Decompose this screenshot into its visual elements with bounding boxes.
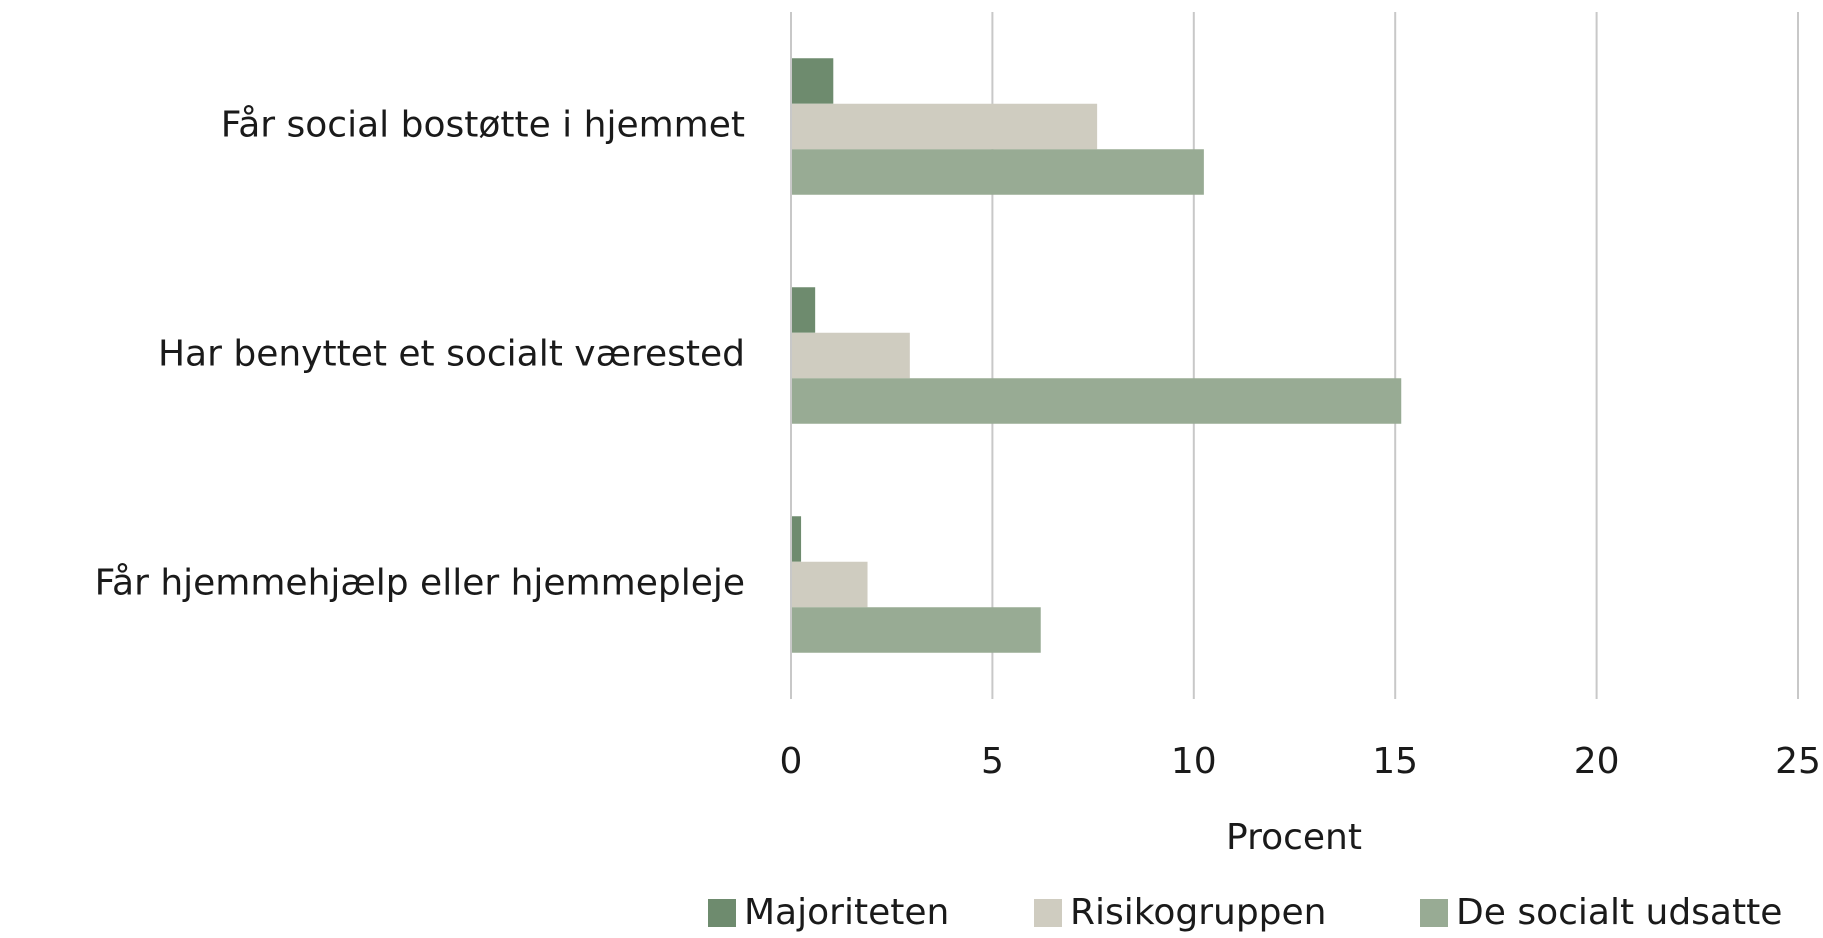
legend-swatch <box>1034 899 1062 927</box>
bar <box>791 516 802 562</box>
bar <box>791 607 1041 653</box>
x-tick-label: 5 <box>981 741 1004 782</box>
bar <box>791 332 910 379</box>
y-tick-label: Får hjemmehjælp eller hjemmepleje <box>95 563 745 604</box>
x-tick-label: 0 <box>780 741 803 782</box>
bar <box>791 103 1098 150</box>
bar <box>791 149 1204 195</box>
bar <box>791 561 868 608</box>
x-tick-label: 10 <box>1171 741 1217 782</box>
y-tick-label: Får social bostøtte i hjemmet <box>221 105 745 146</box>
x-tick-label: 20 <box>1574 741 1620 782</box>
bar <box>791 58 834 104</box>
legend-label: De socialt udsatte <box>1456 892 1782 933</box>
x-tick-label: 25 <box>1775 741 1821 782</box>
legend-swatch <box>708 899 736 927</box>
legend-swatch <box>1420 899 1448 927</box>
legend-label: Majoriteten <box>744 892 949 933</box>
bar <box>791 378 1402 424</box>
y-tick-label: Har benyttet et socialt værested <box>158 334 745 375</box>
legend-label: Risikogruppen <box>1070 892 1327 933</box>
bar <box>791 287 816 333</box>
x-tick-label: 15 <box>1372 741 1418 782</box>
x-axis-label: Procent <box>1226 817 1362 858</box>
